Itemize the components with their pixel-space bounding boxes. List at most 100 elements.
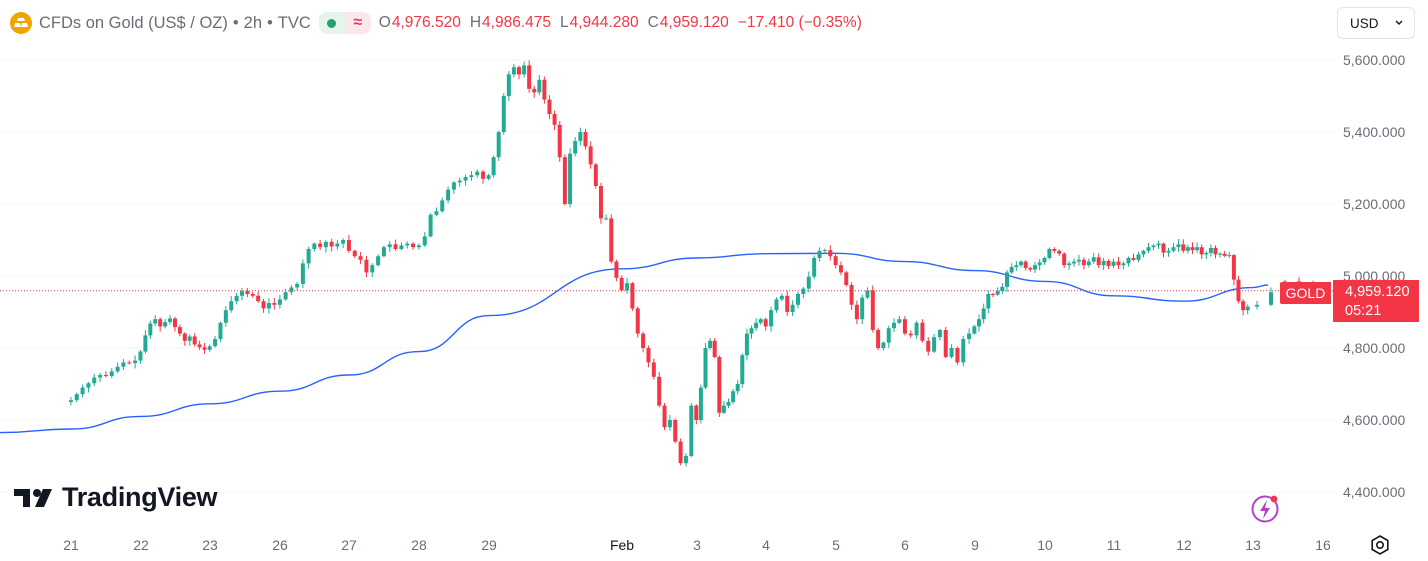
candle-body (961, 339, 966, 363)
candle-body (187, 336, 192, 341)
candle-body (1176, 244, 1181, 248)
price-tick-label: 4,400.000 (1343, 484, 1406, 500)
candle-body (511, 67, 516, 75)
close-value: 4,959.120 (659, 14, 729, 31)
candle-body (1042, 258, 1047, 263)
candle-body (434, 211, 439, 215)
brand-name: TradingView (62, 482, 218, 512)
candle-body (1057, 250, 1062, 254)
wave-icon[interactable]: ≈ (344, 12, 371, 34)
candle-body (1241, 301, 1246, 311)
candle-body (527, 65, 532, 89)
candle-body (673, 420, 678, 442)
currency-selector[interactable]: USD (1337, 7, 1415, 39)
candle-body (256, 295, 261, 302)
time-tick-label: 16 (1315, 537, 1331, 553)
interval-label[interactable]: 2h (243, 13, 263, 32)
candle-body (598, 186, 603, 219)
low-value: 4,944.280 (569, 14, 639, 31)
candle-body (486, 175, 491, 179)
price-tick-label: 5,400.000 (1343, 124, 1406, 140)
candle-body (277, 299, 282, 305)
candle-body (376, 256, 381, 266)
candle-body (955, 348, 960, 363)
time-tick-label: 26 (272, 537, 288, 553)
source-label: TVC (277, 13, 311, 32)
candle-body (991, 294, 995, 295)
candle-body (148, 323, 153, 336)
candle-body (1009, 267, 1014, 273)
symbol-title[interactable]: CFDs on Gold (US$ / OZ) (39, 13, 228, 32)
candle-body (995, 291, 1000, 295)
candle-body (806, 276, 811, 289)
candle-body (754, 322, 759, 329)
candle-body (662, 405, 667, 428)
candle-body (213, 339, 218, 347)
candle-body (1121, 263, 1126, 266)
candle-body (614, 261, 619, 278)
candle-body (552, 114, 557, 125)
candle-body (1101, 260, 1106, 266)
candle-body (1166, 250, 1171, 253)
gear-icon[interactable] (1369, 534, 1391, 556)
candle-body (740, 355, 745, 384)
lightning-icon[interactable] (1250, 494, 1280, 524)
candle-body (1161, 243, 1166, 253)
candle-body (828, 250, 833, 257)
candle-body (1052, 249, 1057, 251)
candle-body (774, 299, 779, 311)
candle-body (346, 240, 351, 251)
candle-body (522, 65, 527, 75)
candle-body (1131, 258, 1136, 260)
last-price-value: 4,959.120 (1345, 284, 1410, 300)
candle-body (657, 376, 662, 406)
candle-body (451, 182, 456, 190)
candle-body (103, 375, 108, 377)
candle-body (364, 259, 369, 273)
candle-body (801, 288, 806, 294)
candle-body (475, 171, 480, 176)
candle-body (763, 319, 768, 327)
candle-body (323, 241, 328, 248)
candle-body (977, 319, 981, 327)
candle-body (168, 318, 173, 323)
candle-body (949, 348, 954, 357)
candle-body (1213, 247, 1218, 255)
market-open-icon[interactable] (318, 12, 345, 34)
tradingview-logo[interactable]: TradingView (14, 482, 218, 513)
candle-body (769, 310, 774, 327)
time-tick-label: 9 (971, 537, 979, 553)
candle-body (897, 319, 902, 323)
candle-body (481, 171, 486, 179)
candle-body (1151, 245, 1156, 248)
symbol-tag: GOLD (1280, 282, 1331, 304)
candle-body (318, 243, 323, 248)
candle-body (127, 362, 132, 364)
candle-body (295, 283, 300, 288)
candle-body (1086, 261, 1091, 266)
candle-body (838, 265, 843, 273)
candle-body (547, 99, 552, 114)
time-tick-label: 13 (1245, 537, 1261, 553)
time-tick-label: 11 (1106, 537, 1122, 553)
candle-body (1141, 250, 1146, 255)
time-tick-label: 5 (832, 537, 840, 553)
candle-body (234, 295, 239, 302)
candle-body (932, 337, 937, 352)
candle-body (218, 322, 223, 339)
candle-body (172, 318, 177, 328)
price-tick-label: 5,600.000 (1343, 52, 1406, 68)
candle-body (393, 244, 398, 249)
candle-body (833, 256, 838, 266)
candle-body (428, 214, 433, 237)
candle-body (158, 319, 163, 327)
time-tick-label: 21 (63, 537, 79, 553)
candle-body (568, 153, 573, 204)
candle-body (708, 340, 713, 348)
candle-body (381, 247, 386, 257)
candle-body (562, 157, 567, 204)
market-status[interactable]: ≈ (318, 12, 371, 34)
candle-body (370, 265, 375, 273)
candle-body (133, 360, 138, 364)
